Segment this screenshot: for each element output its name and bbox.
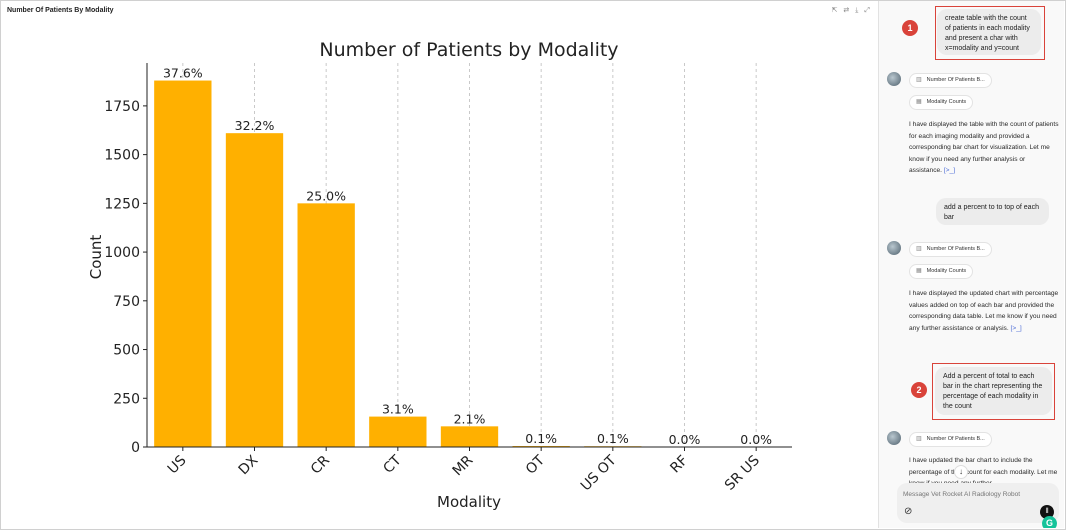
chart-title: Number of Patients by Modality xyxy=(319,39,618,61)
fullscreen-icon[interactable]: ⤢ xyxy=(864,7,870,14)
chip-label: Number Of Patients B... xyxy=(926,246,985,252)
scroll-down-icon[interactable]: ↓ xyxy=(954,465,968,479)
bar-chart-icon: ▥ xyxy=(916,77,922,83)
x-tick-label: RF xyxy=(667,453,691,477)
bar-cr xyxy=(297,203,355,447)
bar-percent-label: 0.0% xyxy=(669,432,701,447)
panel-toolbar: ⇱ ⇄ ⤓ ⤢ xyxy=(832,6,870,15)
bar-percent-label: 0.0% xyxy=(740,432,772,447)
grammarly-icon[interactable]: G xyxy=(1042,516,1057,528)
bars: 37.6% 32.2% 25.0% 3.1% 2.1% 0.1% 0.1% 0.0% 0.0% xyxy=(154,66,785,447)
bar-dx xyxy=(225,133,284,447)
y-tick-label: 1250 xyxy=(104,196,140,212)
x-tick-label: CT xyxy=(380,452,405,477)
x-tick-label: CR xyxy=(308,452,333,477)
bar-percent-label: 0.1% xyxy=(597,431,629,446)
bar-percent-label: 0.1% xyxy=(525,431,557,446)
y-tick-label: 1500 xyxy=(104,148,140,164)
message-input[interactable] xyxy=(903,488,1033,500)
step-badge-1: 1 xyxy=(902,20,918,36)
step-badge-2: 2 xyxy=(911,382,927,398)
table-attachment-chip[interactable]: ▦ Modality Counts xyxy=(909,264,974,279)
y-tick-label: 1750 xyxy=(104,99,140,115)
x-tick-label: US OT xyxy=(578,452,620,494)
bar-us xyxy=(154,80,212,447)
code-link[interactable]: [>_] xyxy=(1010,324,1022,332)
y-tick-label: 0 xyxy=(131,440,140,456)
voice-mode-icon[interactable]: ⦀ xyxy=(1040,505,1054,519)
assistant-message-text: I have displayed the table with the coun… xyxy=(909,121,1059,174)
bar-chart-icon: ▥ xyxy=(916,246,922,252)
chip-label: Number Of Patients B... xyxy=(926,77,985,83)
bar-percent-label: 37.6% xyxy=(163,66,203,81)
code-link[interactable]: [>_] xyxy=(943,167,956,174)
user-message-1: create table with the count of patients … xyxy=(937,9,1041,55)
table-icon: ▦ xyxy=(916,268,922,274)
bar-percent-label: 25.0% xyxy=(306,188,346,203)
download-icon[interactable]: ⤓ xyxy=(855,7,859,14)
bar-percent-label: 32.2% xyxy=(235,118,275,133)
assistant-message-1: I have displayed the table with the coun… xyxy=(909,119,1059,177)
y-tick-label: 750 xyxy=(113,294,140,310)
chart-attachment-chip[interactable]: ▥ Number Of Patients B... xyxy=(909,242,992,257)
chip-label: Modality Counts xyxy=(926,268,967,274)
bar-chart-icon: ▥ xyxy=(916,436,922,442)
table-attachment-chip[interactable]: ▦ Modality Counts xyxy=(909,95,974,110)
highlight-box-2 xyxy=(932,363,1055,420)
bar-mr xyxy=(440,426,499,447)
x-tick-label: OT xyxy=(523,452,548,477)
chat-panel: create table with the count of patients … xyxy=(879,1,1064,528)
expand-icon[interactable]: ⇱ xyxy=(831,7,838,14)
chip-label: Modality Counts xyxy=(926,99,967,105)
y-axis-label: Count xyxy=(87,235,105,280)
user-message-3: Add a percent of total to each bar in th… xyxy=(935,367,1052,415)
y-tick-label: 1000 xyxy=(104,245,140,261)
bar-percent-label: 2.1% xyxy=(454,411,486,426)
chart-attachment-chip[interactable]: ▥ Number Of Patients B... xyxy=(909,432,992,447)
assistant-avatar xyxy=(887,72,901,86)
x-tick-label: MR xyxy=(450,452,477,479)
bar-percent-label: 3.1% xyxy=(382,402,414,417)
refresh-icon[interactable]: ⇄ xyxy=(843,7,850,14)
y-tick-label: 250 xyxy=(113,391,140,407)
highlight-box-1 xyxy=(935,6,1045,60)
table-icon: ▦ xyxy=(916,99,922,105)
chart-attachment-chip[interactable]: ▥ Number Of Patients B... xyxy=(909,73,992,88)
x-axis-label: Modality xyxy=(437,493,501,511)
assistant-avatar xyxy=(887,241,901,255)
bar-ct xyxy=(369,416,427,447)
assistant-avatar xyxy=(887,431,901,445)
message-composer: ⊘ ⦀ xyxy=(897,483,1059,523)
user-message-2: add a percent to to top of each bar xyxy=(936,198,1049,225)
x-tick-label: US xyxy=(165,452,190,477)
assistant-message-text: I have displayed the updated chart with … xyxy=(909,290,1059,332)
chart-panel: Number Of Patients By Modality ⇱ ⇄ ⤓ ⤢ N… xyxy=(1,1,879,528)
x-tick-label: SR US xyxy=(722,452,763,493)
bar-chart: Number of Patients by Modality Count Mod… xyxy=(87,39,792,511)
assistant-message-text: I have updated the bar chart to include … xyxy=(909,457,1058,485)
assistant-message-2: I have displayed the updated chart with … xyxy=(909,288,1059,334)
attach-icon[interactable]: ⊘ xyxy=(904,506,913,517)
x-tick-label: DX xyxy=(236,452,262,478)
panel-title: Number Of Patients By Modality xyxy=(7,7,114,14)
chip-label: Number Of Patients B... xyxy=(926,436,985,442)
y-tick-label: 500 xyxy=(113,343,140,359)
assistant-message-3: I have updated the bar chart to include … xyxy=(909,455,1059,485)
